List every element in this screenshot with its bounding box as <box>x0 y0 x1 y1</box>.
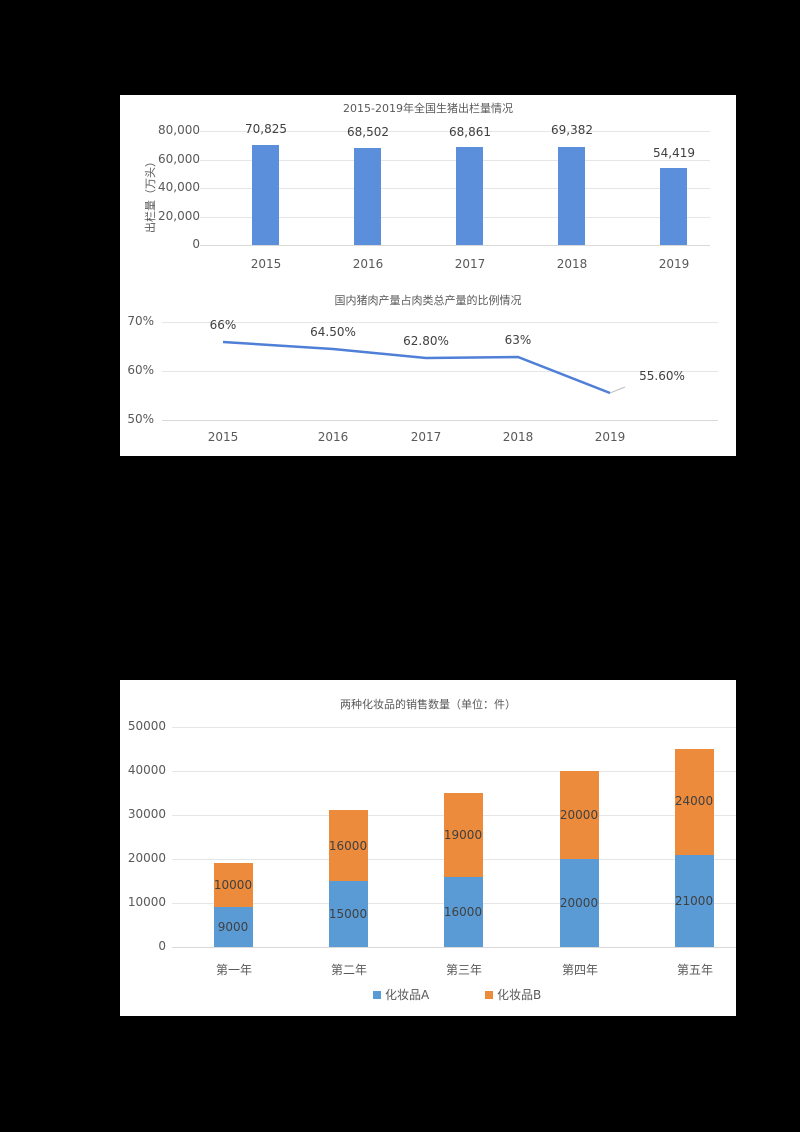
xtick: 第三年 <box>445 963 482 977</box>
bar-a-label: 16000 <box>443 905 483 919</box>
ytick: 40,000 <box>158 180 200 194</box>
bar-b-label: 19000 <box>443 828 483 842</box>
gridline <box>200 131 710 132</box>
bar-2019 <box>660 168 687 245</box>
legend-swatch-b <box>485 990 493 999</box>
xtick: 2017 <box>454 257 486 271</box>
bar-a-year5 <box>675 855 714 947</box>
xtick: 2019 <box>594 430 626 444</box>
ytick: 0 <box>158 939 166 953</box>
xtick: 2015 <box>207 430 239 444</box>
bar-b-year5 <box>675 749 714 855</box>
ytick: 40000 <box>127 763 166 777</box>
bar-label: 68,861 <box>449 125 491 139</box>
xtick: 第二年 <box>330 963 367 977</box>
ytick: 70% <box>127 314 154 328</box>
gridline <box>172 727 736 728</box>
bar-label: 69,382 <box>551 123 593 137</box>
pork-ratio-title: 国内猪肉产量占肉类总产量的比例情况 <box>334 294 522 307</box>
gridline <box>162 371 718 372</box>
line-label: 63% <box>504 333 532 347</box>
legend-label-b: 化妆品B <box>497 988 542 1002</box>
ytick: 0 <box>192 237 200 251</box>
bar-2018 <box>558 147 585 245</box>
legend-label-a: 化妆品A <box>385 988 430 1002</box>
bar-label: 54,419 <box>653 146 695 160</box>
bar-b-year2 <box>329 810 368 881</box>
ytick: 60% <box>127 363 154 377</box>
x-axis-line <box>172 947 736 948</box>
legend-swatch-a <box>373 990 381 999</box>
legend-item-b: 化妆品B <box>485 986 541 1003</box>
line-label: 55.60% <box>639 369 685 383</box>
top-chart-panel: 2015-2019年全国生猪出栏量情况 出栏量（万头） 80,000 60,00… <box>120 95 736 456</box>
x-axis-line <box>162 420 718 421</box>
xtick: 2016 <box>317 430 349 444</box>
bar-label: 68,502 <box>347 125 389 139</box>
bar-b-label: 20000 <box>559 808 599 822</box>
bar-a-label: 21000 <box>674 894 714 908</box>
bar-a-year3 <box>444 877 483 947</box>
bar-a-label: 9000 <box>217 920 249 934</box>
ytick: 20000 <box>127 851 166 865</box>
bar-b-label: 10000 <box>213 878 253 892</box>
gridline <box>172 771 736 772</box>
bar-label: 70,825 <box>245 122 287 136</box>
line-label: 62.80% <box>403 334 449 348</box>
xtick: 第五年 <box>676 963 713 977</box>
ytick: 60,000 <box>158 152 200 166</box>
bottom-chart-panel: 两种化妆品的销售数量（单位：件） 50000 40000 30000 20000… <box>120 680 736 1016</box>
ytick: 10000 <box>127 895 166 909</box>
xtick: 第一年 <box>215 963 252 977</box>
line-label: 66% <box>209 318 237 332</box>
pig-output-title: 2015-2019年全国生猪出栏量情况 <box>343 102 513 115</box>
line-label: 64.50% <box>310 325 356 339</box>
ytick: 50000 <box>127 719 166 733</box>
bar-2015 <box>252 145 279 245</box>
ytick: 80,000 <box>158 123 200 137</box>
pork-ratio-line <box>222 340 626 395</box>
bar-a-year1 <box>214 907 253 947</box>
ytick: 20,000 <box>158 209 200 223</box>
cosmetics-title: 两种化妆品的销售数量（单位：件） <box>340 698 516 711</box>
xtick: 2015 <box>250 257 282 271</box>
bar-2016 <box>354 148 381 245</box>
bar-b-label: 16000 <box>328 839 368 853</box>
bar-b-year3 <box>444 793 483 877</box>
xtick: 2016 <box>352 257 384 271</box>
xtick: 2019 <box>658 257 690 271</box>
bar-a-year2 <box>329 881 368 947</box>
bar-a-year4 <box>560 859 599 947</box>
gridline <box>200 217 710 218</box>
xtick: 第四年 <box>561 963 598 977</box>
xtick: 2017 <box>410 430 442 444</box>
gridline <box>200 188 710 189</box>
x-axis-line <box>200 245 710 246</box>
bar-a-label: 15000 <box>328 907 368 921</box>
bar-b-label: 24000 <box>674 794 714 808</box>
xtick: 2018 <box>502 430 534 444</box>
xtick: 2018 <box>556 257 588 271</box>
legend-item-a: 化妆品A <box>373 986 429 1003</box>
ytick: 50% <box>127 412 154 426</box>
gridline <box>200 160 710 161</box>
ytick: 30000 <box>127 807 166 821</box>
bar-2017 <box>456 147 483 245</box>
bar-a-label: 20000 <box>559 896 599 910</box>
bar-b-year1 <box>214 863 253 907</box>
gridline <box>162 322 718 323</box>
bar-b-year4 <box>560 771 599 859</box>
